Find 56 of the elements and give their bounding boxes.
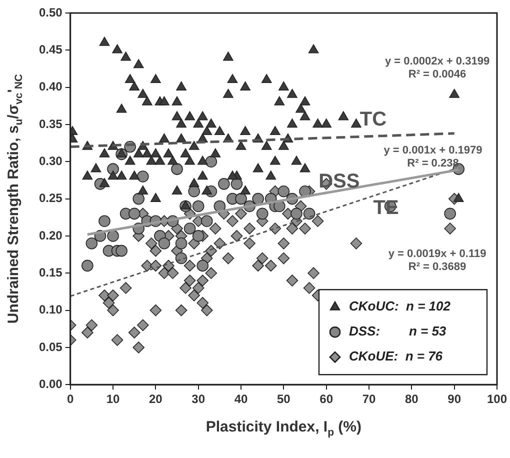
annotation: TC bbox=[360, 108, 387, 131]
point bbox=[444, 208, 456, 220]
y-tick-label: 0.40 bbox=[38, 80, 63, 94]
point bbox=[128, 208, 140, 220]
point bbox=[230, 178, 243, 190]
point bbox=[116, 244, 128, 257]
y-tick-label: 0.20 bbox=[38, 228, 63, 242]
y-tick-label: 0.15 bbox=[38, 265, 63, 280]
y-tick-label: 0.10 bbox=[38, 302, 63, 317]
point bbox=[278, 185, 290, 198]
x-tick-label: 70 bbox=[362, 392, 376, 406]
legend-label: DSS: n = 53 bbox=[348, 324, 447, 339]
point bbox=[107, 230, 119, 242]
point bbox=[252, 192, 264, 205]
x-tick-label: 40 bbox=[234, 392, 248, 406]
y-axis-title: Undrained Strength Ratio, su/σvc'NC bbox=[5, 74, 26, 324]
point bbox=[218, 178, 230, 190]
point bbox=[192, 230, 204, 242]
annotation: y = 0.0002x + 0.3199 R² = 0.0046 bbox=[384, 55, 490, 80]
point bbox=[98, 215, 110, 227]
x-tick-label: 50 bbox=[276, 392, 291, 406]
y-tick-label: 0.50 bbox=[38, 5, 63, 20]
x-tick-label: 90 bbox=[448, 392, 462, 406]
x-tick-label: 80 bbox=[404, 392, 419, 406]
point bbox=[196, 260, 209, 272]
point bbox=[184, 222, 196, 234]
point bbox=[158, 237, 170, 250]
x-tick-label: 60 bbox=[320, 392, 334, 406]
y-tick-label: 0.05 bbox=[38, 340, 63, 354]
point bbox=[136, 170, 149, 182]
y-tick-label: 0.35 bbox=[38, 116, 63, 131]
y-tick-label: 0.25 bbox=[38, 191, 63, 206]
point bbox=[290, 208, 302, 220]
y-tick-label: 0.00 bbox=[38, 376, 63, 391]
legend-label: CKoUE: n = 76 bbox=[348, 348, 444, 364]
annotation: TE bbox=[373, 196, 399, 219]
x-tick-label: 10 bbox=[106, 392, 120, 406]
point bbox=[86, 237, 98, 250]
x-tick-label: 100 bbox=[486, 392, 508, 406]
point bbox=[256, 208, 268, 220]
legend-label: CKoUC: n = 102 bbox=[348, 298, 452, 314]
x-tick-label: 30 bbox=[192, 392, 206, 406]
point bbox=[171, 163, 183, 175]
y-tick-label: 0.30 bbox=[38, 154, 63, 168]
point bbox=[82, 260, 94, 272]
annotation: y = 0.001x + 0.1979 R² = 0.238 bbox=[384, 144, 482, 170]
point bbox=[132, 192, 145, 205]
point bbox=[192, 200, 204, 212]
point bbox=[175, 237, 188, 250]
point bbox=[200, 215, 213, 227]
x-tick-label: 0 bbox=[67, 392, 74, 406]
point bbox=[235, 192, 247, 205]
point bbox=[303, 208, 316, 220]
y-tick-label: 0.45 bbox=[38, 42, 63, 56]
annotation: y = 0.0019x + 0.119 R² = 0.3689 bbox=[388, 248, 486, 273]
x-tick-label: 20 bbox=[149, 392, 163, 406]
